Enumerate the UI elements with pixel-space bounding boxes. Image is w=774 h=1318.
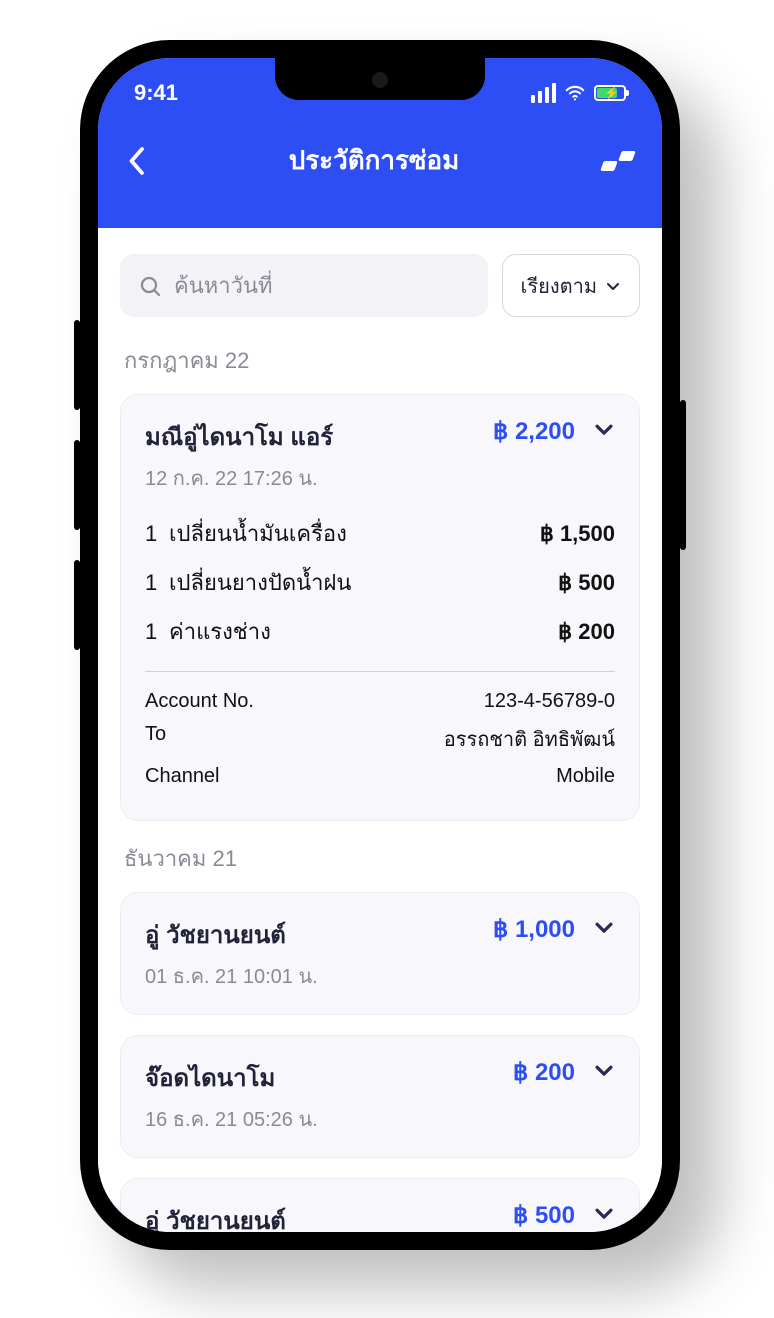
shop-name: มณีอู่ไดนาโม แอร์	[145, 417, 481, 456]
item-price: ฿ 1,500	[540, 521, 615, 547]
repair-amount: ฿ 1,000	[493, 915, 575, 944]
line-item: 1 ค่าแรงช่าง ฿ 200	[145, 614, 615, 649]
meta-value: 123-4-56789-0	[484, 690, 615, 713]
section-label: ธันวาคม 21	[124, 841, 640, 876]
line-item: 1 เปลี่ยนน้ำมันเครื่อง ฿ 1,500	[145, 516, 615, 551]
wifi-icon	[564, 82, 586, 104]
repair-card[interactable]: มณีอู่ไดนาโม แอร์ 12 ก.ค. 22 17:26 น. ฿ …	[120, 394, 640, 821]
meta-row: To อรรถชาติ อิทธิพัฒน์	[145, 723, 615, 755]
item-name: เปลี่ยนน้ำมันเครื่อง	[169, 516, 540, 551]
chevron-down-icon	[593, 916, 615, 938]
phone-frame: 9:41 ⚡ ประวัติการ	[80, 40, 680, 1250]
meta-row: Account No. 123-4-56789-0	[145, 690, 615, 713]
search-placeholder: ค้นหาวันที่	[174, 268, 273, 303]
repair-card[interactable]: จ๊อดไดนาโม 16 ธ.ค. 21 05:26 น. ฿ 200	[120, 1035, 640, 1158]
notch	[275, 58, 485, 100]
item-qty: 1	[145, 619, 169, 645]
repair-amount: ฿ 200	[513, 1058, 575, 1087]
chevron-down-icon	[593, 1059, 615, 1081]
item-price: ฿ 200	[558, 619, 615, 645]
repair-datetime: 16 ธ.ค. 21 05:26 น.	[145, 1103, 501, 1135]
meta-value: อรรถชาติ อิทธิพัฒน์	[444, 723, 615, 755]
search-row: ค้นหาวันที่ เรียงตาม	[120, 254, 640, 317]
app-logo-icon	[602, 151, 634, 171]
repair-amount: ฿ 2,200	[493, 417, 575, 446]
repair-card[interactable]: อู่ วัชยานยนต์ 01 ธ.ค. 21 10:01 น. ฿ 1,0…	[120, 892, 640, 1015]
shop-name: จ๊อดไดนาโม	[145, 1058, 501, 1097]
content: ค้นหาวันที่ เรียงตาม กรกฎาคม 22 มณีอู่ได…	[98, 228, 662, 1232]
item-qty: 1	[145, 521, 169, 547]
sort-button[interactable]: เรียงตาม	[502, 254, 640, 317]
meta-row: Channel Mobile	[145, 765, 615, 788]
divider	[145, 671, 615, 672]
search-icon	[138, 274, 162, 298]
section-label: กรกฎาคม 22	[124, 343, 640, 378]
chevron-down-icon	[593, 1202, 615, 1224]
chevron-down-icon	[593, 418, 615, 440]
item-qty: 1	[145, 570, 169, 596]
line-items: 1 เปลี่ยนน้ำมันเครื่อง ฿ 1,500 1 เปลี่ยน…	[145, 516, 615, 649]
meta-key: Account No.	[145, 690, 254, 713]
status-time: 9:41	[134, 80, 178, 106]
repair-amount: ฿ 500	[513, 1201, 575, 1230]
repair-card[interactable]: อู่ วัชยานยนต์ 29 ธ.ค. 21 08:26 น. ฿ 500	[120, 1178, 640, 1232]
item-price: ฿ 500	[558, 570, 615, 596]
expand-toggle[interactable]	[593, 1059, 615, 1086]
expand-toggle[interactable]	[593, 1202, 615, 1229]
expand-toggle[interactable]	[593, 916, 615, 943]
nav-row: ประวัติการซ่อม	[98, 106, 662, 181]
search-input[interactable]: ค้นหาวันที่	[120, 254, 488, 317]
meta-key: To	[145, 723, 166, 755]
line-item: 1 เปลี่ยนยางปัดน้ำฝน ฿ 500	[145, 565, 615, 600]
back-button[interactable]	[126, 146, 146, 176]
page-title: ประวัติการซ่อม	[289, 140, 460, 181]
sort-label: เรียงตาม	[521, 270, 597, 302]
meta-value: Mobile	[556, 765, 615, 788]
item-name: เปลี่ยนยางปัดน้ำฝน	[169, 565, 558, 600]
repair-datetime: 01 ธ.ค. 21 10:01 น.	[145, 960, 481, 992]
repair-datetime: 12 ก.ค. 22 17:26 น.	[145, 462, 481, 494]
shop-name: อู่ วัชยานยนต์	[145, 1201, 501, 1232]
meta-key: Channel	[145, 765, 220, 788]
phone-screen: 9:41 ⚡ ประวัติการ	[98, 58, 662, 1232]
battery-icon: ⚡	[594, 85, 626, 101]
shop-name: อู่ วัชยานยนต์	[145, 915, 481, 954]
item-name: ค่าแรงช่าง	[169, 614, 558, 649]
status-indicators: ⚡	[531, 82, 626, 104]
signal-icon	[531, 83, 556, 103]
expand-toggle[interactable]	[593, 418, 615, 445]
chevron-down-icon	[605, 278, 621, 294]
